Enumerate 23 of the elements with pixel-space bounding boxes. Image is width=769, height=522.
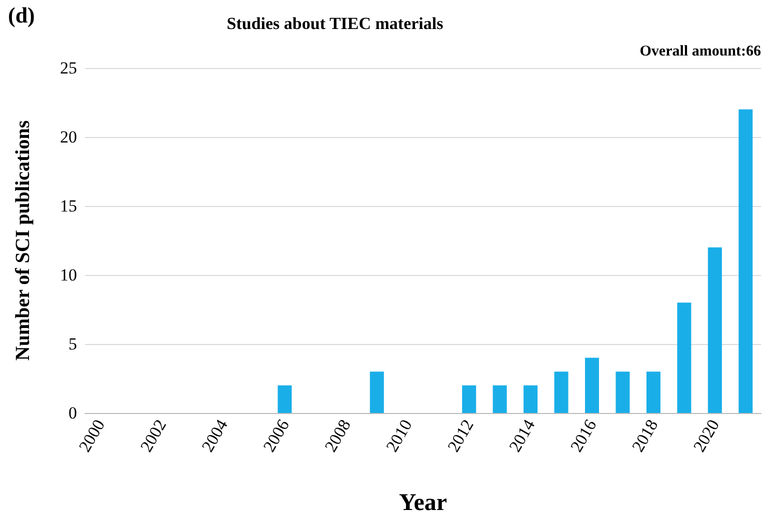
- y-tick-label: 0: [68, 404, 77, 422]
- y-tick-label: 25: [60, 58, 77, 78]
- y-axis-title: Number of SCI publications: [12, 120, 34, 361]
- bar: [585, 358, 599, 413]
- chart-title: Studies about TIEC materials: [226, 14, 444, 33]
- y-tick-label: 15: [60, 196, 77, 216]
- bar: [738, 109, 753, 413]
- y-tick-label: 20: [60, 128, 77, 146]
- bar: [677, 302, 692, 413]
- bar: [554, 372, 568, 413]
- bar: [278, 385, 292, 413]
- bar: [370, 372, 384, 413]
- x-axis-title: Year: [399, 490, 448, 516]
- text: Overall amount:66: [640, 44, 762, 60]
- y-tick-label: 10: [60, 266, 77, 284]
- bar: [646, 372, 660, 413]
- bar: [616, 372, 630, 413]
- bar: [492, 385, 507, 413]
- bar: [462, 385, 476, 413]
- bar: [524, 385, 538, 413]
- y-tick-label: 5: [68, 334, 77, 354]
- text: (d): [8, 2, 35, 28]
- bar: [708, 247, 722, 413]
